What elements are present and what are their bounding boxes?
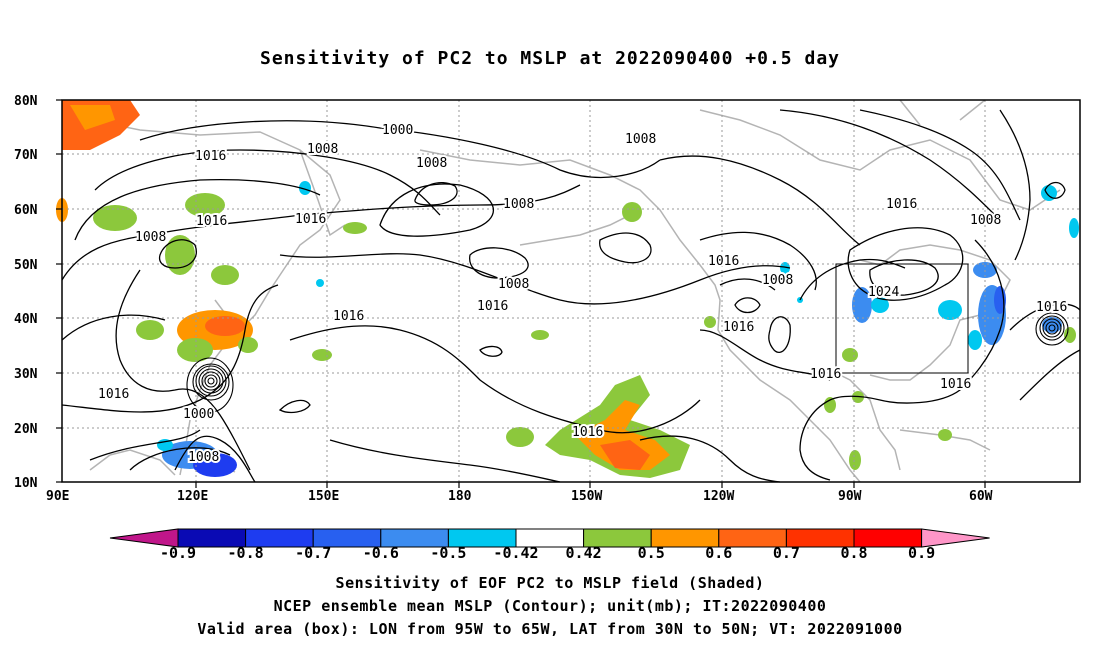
lat-ticks [56, 99, 62, 483]
plot-area: 1000 1008 1016 1008 1016 1008 1016 1008 … [14, 94, 1081, 504]
lon-label: 150E [308, 489, 339, 504]
contour-label: 1016 [708, 254, 739, 269]
colorbar-tick-label: 0.8 [840, 544, 867, 562]
contour-label: 1008 [135, 230, 166, 245]
typhoon-low-contours [186, 357, 234, 413]
lon-label: 90W [838, 489, 862, 504]
colorbar-tick-label: -0.6 [363, 544, 399, 562]
contour-label: 1008 [762, 273, 793, 288]
caption-valid-area: Valid area (box): LON from 95W to 65W, L… [197, 620, 903, 638]
contour-label: 1016 [98, 387, 129, 402]
lat-label: 50N [14, 258, 38, 273]
contour-label: 1016 [477, 299, 508, 314]
lon-label: 180 [448, 489, 472, 504]
lat-label: 40N [14, 312, 38, 327]
caption-contour: NCEP ensemble mean MSLP (Contour); unit(… [273, 597, 827, 615]
lon-label: 150W [571, 489, 602, 504]
lon-ticks [195, 482, 986, 488]
latitude-labels: 80N 70N 60N 50N 40N 30N 20N 10N [14, 94, 38, 491]
contour-label: 1016 [810, 367, 841, 382]
contour-label: 1016 [572, 425, 603, 440]
contour-label: 1008 [307, 142, 338, 157]
contour-label: 1016 [295, 212, 326, 227]
contour-label: 1008 [498, 277, 529, 292]
lat-label: 20N [14, 422, 38, 437]
caption-shaded: Sensitivity of EOF PC2 to MSLP field (Sh… [335, 574, 765, 592]
colorbar-tick-label: 0.42 [566, 544, 602, 562]
colorbar [109, 528, 990, 548]
shaded-sensitivity [56, 100, 1079, 478]
lon-label: 60W [969, 489, 993, 504]
map-title: Sensitivity of PC2 to MSLP at 2022090400… [259, 48, 840, 69]
contour-label: 1016 [333, 309, 364, 324]
lat-label: 30N [14, 367, 38, 382]
contour-label: 1016 [195, 149, 226, 164]
mslp-contours [61, 109, 1081, 483]
contour-label: 1016 [723, 320, 754, 335]
lat-label: 10N [14, 476, 38, 491]
contour-label: 1008 [503, 197, 534, 212]
colorbar-labels: -0.9 -0.8 -0.7 -0.6 -0.5 -0.42 0.42 0.5 0.6 0.7 0.… [160, 544, 935, 562]
colorbar-tick-label: -0.8 [228, 544, 264, 562]
contour-labels: 1000 1008 1016 1008 1016 1008 1016 1008 … [96, 121, 1069, 467]
colorbar-tick-label: -0.9 [160, 544, 196, 562]
colorbar-tick-label: -0.42 [493, 544, 538, 562]
colorbar-tick-label: 0.6 [705, 544, 732, 562]
contour-label: 1008 [188, 450, 219, 465]
contour-label: 1008 [416, 156, 447, 171]
contour-label: 1000 [183, 407, 214, 422]
atlantic-low-contours [1035, 312, 1069, 346]
colorbar-tick-label: -0.5 [430, 544, 466, 562]
contour-label: 1016 [1036, 300, 1067, 315]
lat-label: 70N [14, 148, 38, 163]
valid-area-box [835, 263, 969, 374]
graticule [62, 100, 1080, 482]
contour-label: 1016 [886, 197, 917, 212]
longitude-labels: 90E 120E 150E 180 150W 120W 90W 60W [46, 489, 993, 504]
lon-label: 90E [46, 489, 69, 504]
contour-label: 1000 [382, 123, 413, 138]
contour-label: 1016 [196, 214, 227, 229]
lat-label: 80N [14, 94, 38, 109]
contour-label: 1008 [625, 132, 656, 147]
colorbar-tick-label: 0.9 [908, 544, 935, 562]
plot-frame [61, 99, 1081, 483]
colorbar-right-arrow [921, 528, 990, 548]
contour-label: 1024 [868, 285, 899, 300]
lon-label: 120E [177, 489, 208, 504]
colorbar-tick-label: -0.7 [295, 544, 331, 562]
colorbar-tick-label: 0.7 [773, 544, 800, 562]
lat-label: 60N [14, 203, 38, 218]
colorbar-tick-label: 0.5 [638, 544, 665, 562]
contour-label: 1016 [940, 377, 971, 392]
contour-label: 1008 [970, 213, 1001, 228]
lon-label: 120W [703, 489, 734, 504]
